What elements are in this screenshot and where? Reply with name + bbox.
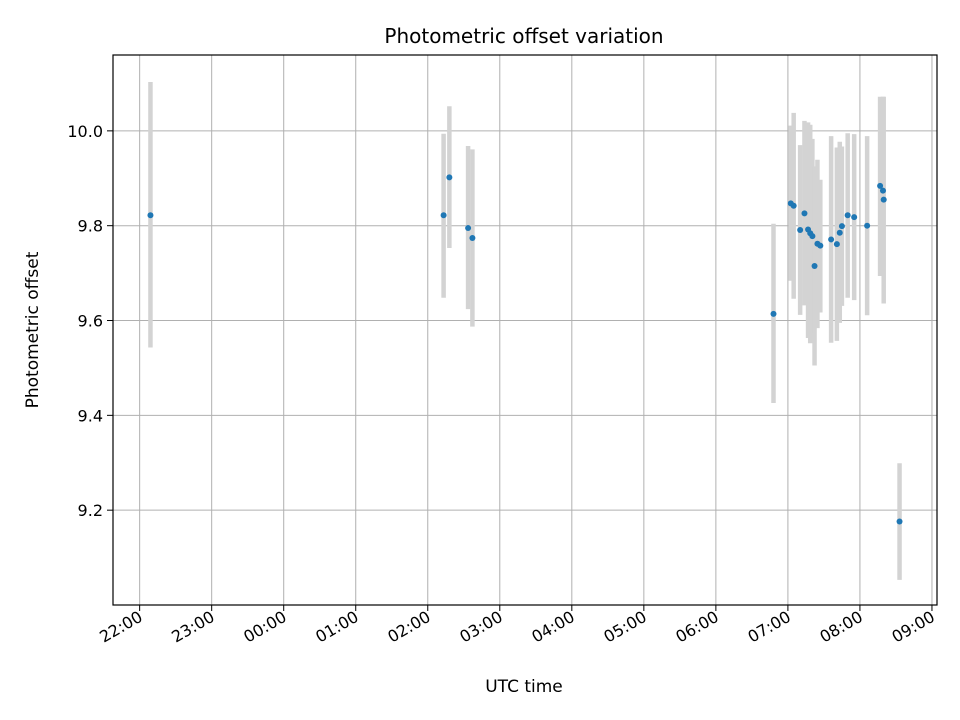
y-tick-label: 9.2 <box>78 501 103 520</box>
data-point <box>844 212 851 219</box>
y-tick-label: 9.4 <box>78 406 103 425</box>
data-point <box>851 214 858 221</box>
data-point <box>836 229 843 236</box>
data-point <box>896 518 903 525</box>
data-point <box>811 262 818 269</box>
y-axis-label: Photometric offset <box>23 251 43 408</box>
data-point <box>790 202 797 209</box>
chart-title: Photometric offset variation <box>384 24 663 48</box>
data-point <box>809 233 816 240</box>
data-point <box>469 235 476 242</box>
y-axis-ticks: 9.2 9.4 9.6 9.8 10.0 <box>67 122 113 520</box>
data-point <box>147 212 154 219</box>
data-point <box>828 236 835 243</box>
data-point <box>801 210 808 217</box>
grid-lines <box>113 55 937 605</box>
data-point <box>838 223 845 230</box>
x-axis-label: UTC time <box>485 677 563 697</box>
y-tick-label: 9.6 <box>78 312 103 331</box>
data-point <box>877 182 884 189</box>
data-point <box>797 226 804 233</box>
data-point <box>864 222 871 229</box>
data-point <box>440 212 447 219</box>
data-point <box>446 174 453 181</box>
data-point <box>833 241 840 248</box>
data-point <box>770 310 777 317</box>
data-point <box>879 187 886 194</box>
data-point <box>817 242 824 249</box>
data-point <box>880 196 887 203</box>
data-points <box>147 174 903 525</box>
data-point <box>465 225 472 232</box>
y-tick-label: 10.0 <box>67 122 103 141</box>
plot-frame <box>112 54 938 606</box>
y-tick-label: 9.8 <box>78 217 103 236</box>
